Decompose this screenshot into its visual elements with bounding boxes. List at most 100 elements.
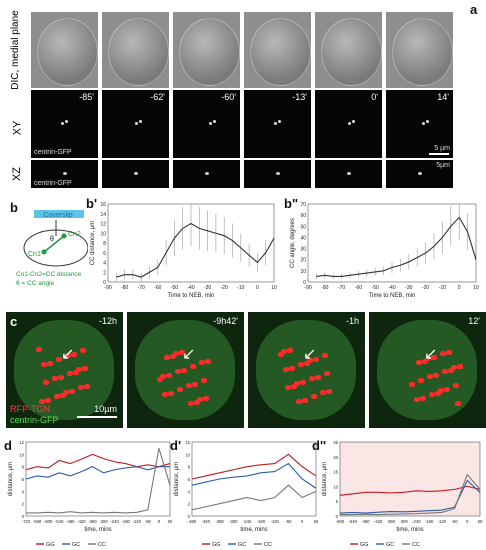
tgn-cluster: [45, 398, 51, 403]
x-axis-label: time, mins: [396, 527, 423, 533]
cn1-dot: [41, 249, 47, 255]
dic-image: [102, 12, 169, 88]
time-label: -9h42': [213, 316, 238, 326]
tgn-cluster: [296, 399, 302, 404]
x-tick-label: -40: [388, 285, 395, 291]
x-tick-label: -240: [412, 519, 421, 524]
tgn-cluster: [186, 383, 192, 388]
xy-image: 0': [315, 90, 382, 158]
x-tick-label: -180: [257, 519, 266, 524]
x-tick-label: -20: [422, 285, 429, 291]
coverslip-label: Coverslip: [43, 212, 72, 219]
x-tick-label: -120: [133, 519, 142, 524]
x-tick-label: 0: [158, 519, 161, 524]
time-label: -1h: [345, 316, 359, 326]
y-tick-label: 4: [188, 489, 191, 494]
legend-label: CC: [412, 542, 420, 548]
dic-image: [386, 12, 453, 88]
x-tick-label: -300: [99, 519, 108, 524]
centrin-spot: [278, 120, 281, 123]
scale-bar-xy: [429, 153, 449, 155]
chart-d: -720 -660 -600 -540 -480 -420 -360 -300 -240 -180…: [8, 440, 173, 548]
channel-label-xz: centrin-GFP: [34, 180, 72, 187]
tgn-cluster: [173, 351, 179, 356]
y-tick-label: 50: [300, 224, 306, 230]
y-tick-label: 10: [100, 231, 106, 237]
panel-a-letter: a: [470, 2, 478, 17]
tgn-cluster: [73, 370, 79, 375]
y-tick-label: 20: [333, 455, 338, 460]
panel-d1-letter: d: [4, 438, 12, 453]
legend-angle: θ = CC angle: [16, 280, 55, 287]
panel-b-letter: b: [10, 200, 18, 215]
y-tick-label: 0: [188, 514, 191, 519]
time-label: 14': [437, 92, 449, 102]
xz-image: [244, 160, 311, 188]
tgn-cluster: [47, 361, 53, 366]
legend-label: GC: [72, 542, 80, 548]
x-tick-label: -420: [77, 519, 86, 524]
centrin-spot: [274, 122, 277, 125]
x-tick-label: -50: [171, 285, 178, 291]
tgn-cluster: [157, 377, 163, 382]
xz-image: [315, 160, 382, 188]
xz-image: 5µm: [386, 160, 453, 188]
xy-row-label: XY: [11, 120, 24, 136]
tgn-cluster: [278, 352, 284, 357]
x-tick-label: -300: [399, 519, 408, 524]
tgn-cluster: [422, 359, 428, 364]
xz-image: [173, 160, 240, 188]
panel-d3-letter: d'': [312, 438, 327, 453]
xz-image: centrin-GFP: [31, 160, 98, 188]
arrow-icon: ↙: [424, 346, 438, 363]
tgn-cluster: [315, 375, 321, 380]
tgn-cluster: [448, 368, 454, 373]
tgn-cluster: [197, 397, 203, 402]
arrow-icon: ↙: [303, 346, 317, 363]
time-label: -62': [150, 92, 165, 102]
tgn-cluster: [65, 353, 71, 358]
y-tick-label: 14: [100, 212, 106, 218]
arrow-icon: ↙: [182, 346, 196, 363]
x-tick-label: -30: [405, 285, 412, 291]
y-tick-label: 8: [22, 465, 25, 470]
tgn-cluster: [56, 357, 62, 362]
x-tick-label: -70: [138, 285, 145, 291]
centrin-spot: [426, 120, 429, 123]
x-tick-label: -180: [425, 519, 434, 524]
gg-line: [191, 453, 317, 480]
tgn-cluster: [302, 398, 308, 403]
tgn-cluster: [446, 350, 452, 355]
y-tick-label: 10: [300, 269, 306, 275]
coverslip-bar: [34, 210, 84, 218]
x-tick-label: -60: [154, 285, 161, 291]
tgn-cluster: [54, 394, 60, 399]
panel-d2-letter: d': [170, 438, 182, 453]
y-tick-label: 2: [22, 502, 25, 507]
y-axis-label: distance, µm: [8, 462, 14, 496]
centrin-spot: [135, 122, 138, 125]
tgn-cluster: [324, 371, 330, 376]
dic-image: [173, 12, 240, 88]
y-axis-label: distance, µm: [174, 462, 180, 496]
x-tick-label: -60: [355, 285, 362, 291]
tgn-cluster: [188, 401, 194, 406]
y-tick-label: 10: [333, 484, 338, 489]
x-tick-label: -360: [215, 519, 224, 524]
tgn-cluster: [444, 387, 450, 392]
x-tick-label: 10: [473, 285, 479, 291]
legend-label: GC: [386, 542, 394, 548]
x-tick-label: -720: [22, 519, 31, 524]
chart-cc-angle: -90 -80 -70 -60 -50 -40 -30 -20 -10 0 10 0 10 20 30 40 5…: [290, 202, 479, 299]
centrin-spot: [347, 172, 351, 175]
x-tick-label: -20: [221, 285, 228, 291]
tgn-cluster: [313, 357, 319, 362]
x-tick-label: -600: [44, 519, 53, 524]
y-tick-label: 0: [336, 514, 339, 519]
x-tick-label: -480: [361, 519, 370, 524]
legend-label: CC: [98, 542, 106, 548]
x-tick-label: -10: [237, 285, 244, 291]
y-tick-label: 20: [300, 258, 306, 264]
cell-body: [377, 320, 477, 420]
cell-body: [392, 18, 453, 86]
